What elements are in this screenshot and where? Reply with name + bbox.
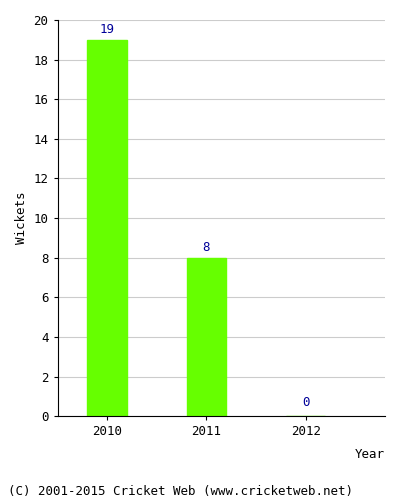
Text: 8: 8 [203,241,210,254]
Y-axis label: Wickets: Wickets [15,192,28,244]
Bar [87,40,127,416]
Text: 0: 0 [302,396,309,409]
Bar [186,258,226,416]
Text: Year: Year [355,448,385,461]
Text: (C) 2001-2015 Cricket Web (www.cricketweb.net): (C) 2001-2015 Cricket Web (www.cricketwe… [8,484,353,498]
Text: 19: 19 [100,23,115,36]
